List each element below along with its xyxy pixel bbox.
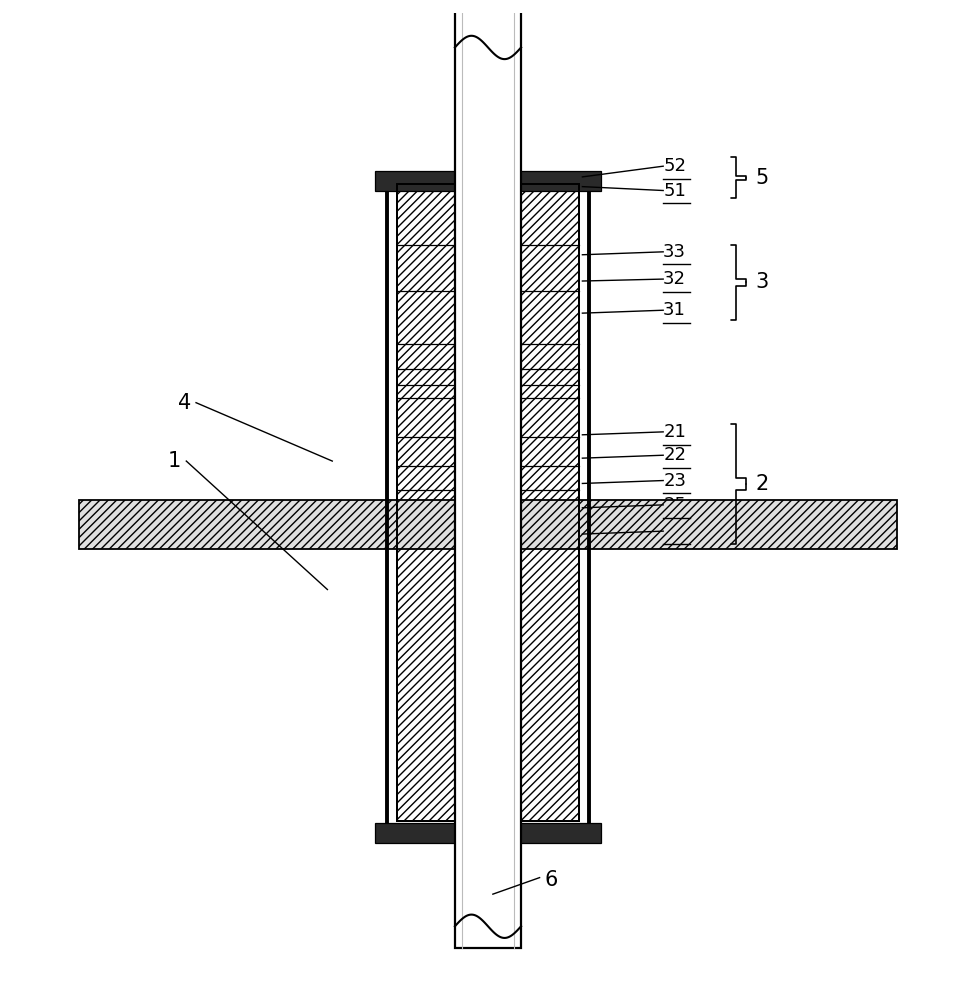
Bar — [375, 823, 486, 843]
Bar — [375, 171, 486, 191]
Text: 22: 22 — [663, 446, 686, 464]
Bar — [79, 500, 897, 549]
Text: 6: 6 — [545, 870, 558, 890]
Bar — [471, 325, 487, 408]
Bar — [489, 189, 505, 237]
Text: 25: 25 — [663, 496, 686, 514]
Text: 33: 33 — [663, 243, 686, 261]
Text: 51: 51 — [663, 182, 686, 200]
Bar — [489, 534, 505, 617]
Text: 1: 1 — [168, 451, 182, 471]
Bar — [500, 245, 580, 291]
Bar — [500, 398, 580, 437]
Bar — [396, 398, 476, 437]
Text: 24: 24 — [663, 522, 686, 540]
Bar — [396, 184, 476, 821]
Bar — [396, 344, 476, 385]
Text: 2: 2 — [755, 474, 769, 494]
Text: 4: 4 — [178, 393, 191, 413]
Bar — [500, 184, 580, 821]
Text: 舶内: 舶内 — [840, 503, 869, 527]
Text: 52: 52 — [663, 157, 686, 175]
Bar — [490, 823, 601, 843]
Bar — [500, 184, 580, 821]
Bar — [471, 776, 487, 823]
Bar — [396, 245, 476, 291]
Bar — [489, 776, 505, 823]
Bar — [490, 171, 601, 191]
Bar — [471, 189, 487, 237]
Bar — [489, 325, 505, 408]
Text: 5: 5 — [755, 168, 769, 188]
Bar — [396, 184, 476, 821]
Text: 舶外: 舶外 — [840, 520, 869, 544]
Text: 3: 3 — [755, 272, 769, 292]
Text: 23: 23 — [663, 472, 686, 490]
Text: 21: 21 — [663, 423, 686, 441]
Text: 31: 31 — [663, 301, 686, 319]
Bar — [396, 184, 476, 821]
Text: 32: 32 — [663, 270, 686, 288]
Bar — [455, 9, 521, 948]
Bar — [471, 534, 487, 617]
Bar — [500, 184, 580, 821]
Bar — [396, 466, 476, 490]
Bar — [500, 344, 580, 385]
Bar — [500, 466, 580, 490]
